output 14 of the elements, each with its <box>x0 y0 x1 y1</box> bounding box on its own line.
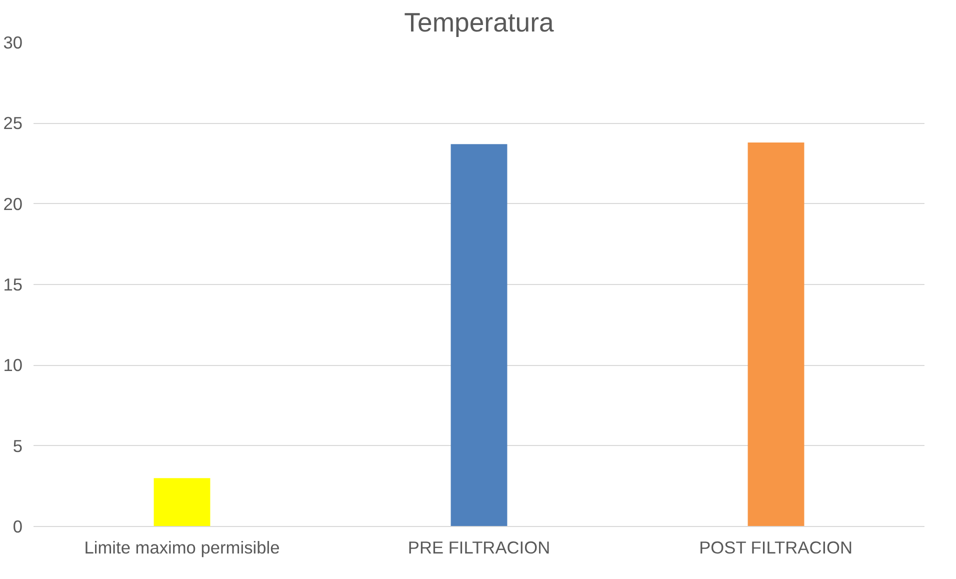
bar <box>450 144 508 526</box>
y-tick-label: 15 <box>3 274 23 294</box>
y-tick-label: 10 <box>3 355 23 376</box>
y-tick-label: 5 <box>12 436 23 456</box>
y-tick-label: 0 <box>12 516 23 536</box>
y-tick-label: 30 <box>3 32 23 52</box>
x-tick-label: Limite maximo permisible <box>84 538 280 558</box>
bar <box>748 142 804 526</box>
x-tick-label: PRE FILTRACION <box>408 538 550 558</box>
y-tick-label: 25 <box>3 113 23 134</box>
y-tick-label: 20 <box>3 194 23 214</box>
x-tick-label: POST FILTRACION <box>699 538 853 558</box>
chart-title: Temperatura <box>404 8 554 38</box>
bar <box>154 478 210 526</box>
